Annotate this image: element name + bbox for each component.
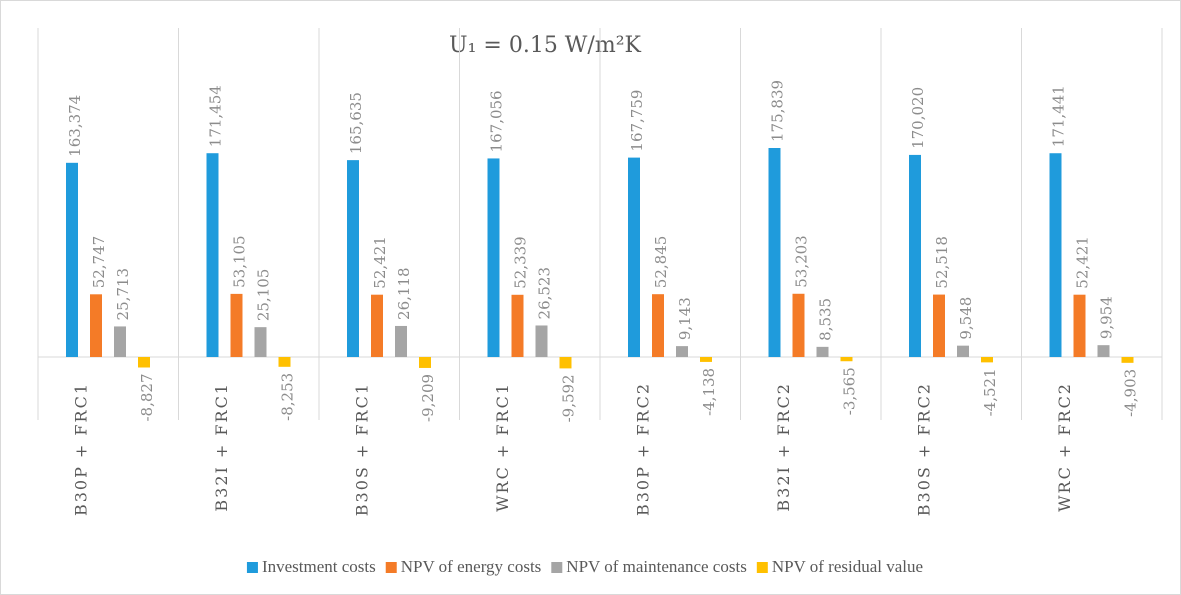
bar [933, 294, 945, 357]
value-label: 25,713 [114, 268, 132, 321]
bar [487, 158, 500, 357]
value-label: 52,747 [90, 236, 108, 289]
value-label: -9,592 [560, 374, 578, 422]
legend-swatch [756, 562, 768, 573]
value-label: 9,548 [957, 297, 975, 340]
chart-title: U₁ = 0.15 W/m²K [449, 33, 641, 58]
legend-label: NPV of residual value [772, 557, 923, 576]
value-label: 175,839 [769, 80, 787, 142]
bar [114, 326, 126, 357]
bar [676, 346, 688, 357]
bar [419, 357, 431, 368]
bar [535, 325, 548, 357]
value-label: 52,845 [652, 236, 670, 289]
bar [981, 357, 993, 363]
bar [768, 148, 781, 357]
value-label: 53,203 [793, 235, 811, 288]
value-label: 52,518 [933, 236, 951, 289]
bar [700, 357, 712, 362]
value-label: -9,209 [419, 374, 437, 422]
legend-label: Investment costs [262, 557, 376, 576]
bar [347, 160, 359, 357]
value-label: 9,143 [676, 297, 694, 340]
bar [230, 293, 243, 357]
bar [652, 294, 664, 357]
bar [90, 294, 102, 357]
value-label: 170,020 [909, 87, 927, 149]
bar [395, 325, 407, 357]
legend-swatch [385, 562, 397, 573]
bar [66, 162, 78, 357]
value-label: -8,827 [138, 373, 156, 421]
bar [816, 346, 829, 357]
bar [371, 294, 383, 357]
bar [206, 153, 219, 357]
x-tick-label: WRC + FRC1 [493, 382, 512, 512]
value-label: 163,374 [66, 95, 84, 157]
value-label: 167,056 [488, 90, 506, 152]
value-label: 26,118 [395, 267, 413, 320]
value-label: 53,105 [231, 235, 249, 288]
value-label: 25,105 [255, 269, 273, 322]
bar [138, 357, 150, 368]
value-label: 167,759 [628, 90, 646, 152]
value-label: 9,954 [1098, 296, 1116, 339]
bar [1049, 153, 1062, 357]
bar [1073, 294, 1086, 357]
bar [957, 345, 969, 357]
bar [840, 357, 853, 362]
value-label: 165,635 [347, 92, 365, 154]
x-tick-label: B30S + FRC2 [915, 382, 934, 516]
x-tick-label: B32I + FRC2 [774, 382, 793, 512]
value-label: 52,421 [371, 236, 389, 289]
legend-swatch [551, 562, 563, 573]
value-label: 8,535 [817, 298, 835, 341]
x-tick-label: B32I + FRC1 [212, 382, 231, 512]
bar [559, 357, 572, 369]
value-label: 171,441 [1050, 85, 1068, 147]
bar [1121, 357, 1134, 363]
bar [792, 293, 805, 357]
value-label: -4,521 [981, 368, 999, 416]
bar [278, 357, 291, 367]
value-label: 52,339 [512, 236, 530, 289]
x-tick-label: B30P + FRC2 [634, 382, 653, 516]
legend-label: NPV of maintenance costs [566, 557, 747, 576]
bar [909, 154, 921, 357]
x-tick-label: WRC + FRC2 [1055, 382, 1074, 512]
value-label: -3,565 [841, 367, 859, 415]
value-label: 52,421 [1074, 236, 1092, 289]
value-label: 171,454 [207, 85, 225, 147]
legend-label: NPV of energy costs [401, 557, 542, 576]
legend-swatch [246, 562, 258, 573]
bar [628, 157, 640, 357]
bar [254, 327, 267, 357]
x-tick-label: B30P + FRC1 [72, 382, 91, 516]
value-label: 26,523 [536, 267, 554, 320]
value-label: -4,138 [700, 368, 718, 416]
x-tick-label: B30S + FRC1 [353, 382, 372, 516]
value-label: -4,903 [1122, 369, 1140, 417]
bar [1097, 345, 1110, 357]
bar [511, 294, 524, 357]
value-label: -8,253 [279, 373, 297, 421]
